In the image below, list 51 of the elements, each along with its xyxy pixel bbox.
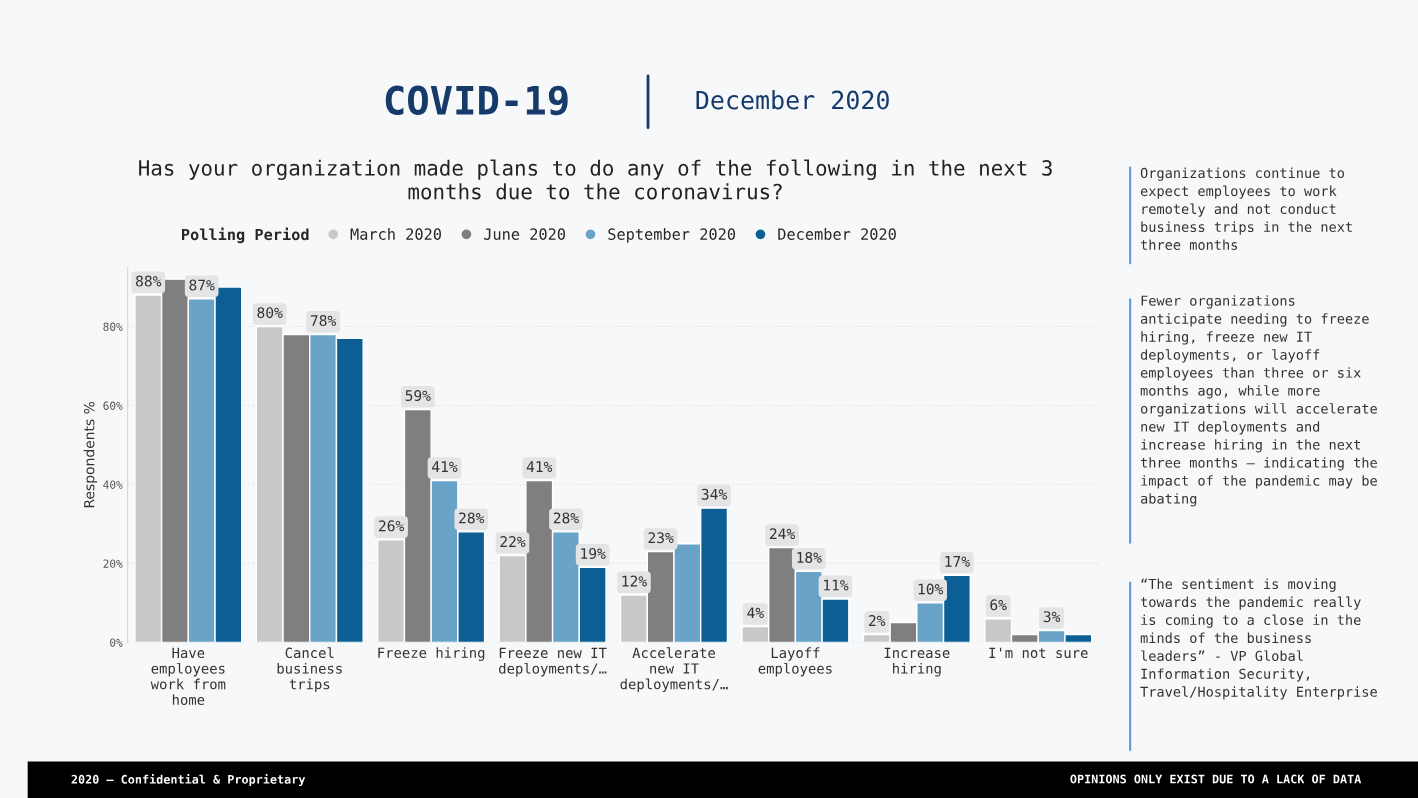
data-label: 11% (824, 579, 849, 591)
text: Fewer organizations anticipate needing to freeze hiring, freeze new IT deployments, or layoff employees than three or six months ago, while more organizations will accelerate new IT deployments and increase hiring in the next three months – indicating the impact of the pandemic may be abating (1140, 295, 1377, 507)
data-label: 2% (869, 615, 886, 626)
data-label: 59% (405, 390, 431, 402)
x-tick-label: Increase hiring (884, 647, 950, 677)
y-tick-label: 40% (103, 480, 123, 489)
data-label: 34% (701, 488, 727, 500)
data-label: 26% (379, 520, 405, 532)
text: Organizations continue to expect employees to work remotely and not conduct business trips in the next three months (1140, 167, 1352, 250)
data-label: 28% (459, 512, 485, 524)
x-tick-label: Have employees work from home (150, 647, 226, 705)
data-label: 87% (189, 279, 215, 291)
data-label: 22% (500, 536, 526, 547)
data-label: 24% (769, 528, 795, 540)
data-label: 78% (310, 315, 337, 327)
x-tick-label: Accelerate new IT deployments/… (620, 647, 728, 693)
data-label: 41% (526, 461, 553, 472)
data-label: 88% (136, 275, 162, 287)
y-tick-label: 0% (110, 638, 123, 647)
chart-title: COVID-19 (385, 85, 568, 116)
y-axis-title: Respondents % (83, 401, 98, 508)
chart-subtitle: December 2020 (696, 90, 889, 110)
y-tick-label: 20% (103, 559, 123, 568)
data-label: 19% (581, 547, 606, 559)
text: OPINIONS ONLY EXIST DUE TO A LACK OF DATA (1070, 774, 1362, 784)
data-label: 3% (1043, 611, 1061, 623)
legend-label: March 2020 (350, 228, 441, 240)
x-tick-label: I'm not sure (989, 647, 1088, 659)
legend-title: Polling Period (182, 227, 309, 244)
y-tick-label: 60% (103, 401, 123, 410)
data-label: 28% (553, 512, 579, 524)
x-tick-label: Freeze new IT deployments/… (499, 647, 607, 677)
data-label: 4% (747, 607, 764, 619)
data-label: 41% (432, 461, 458, 472)
text: 2020 – Confidential & Proprietary (71, 774, 306, 787)
legend-label: June 2020 (484, 228, 566, 240)
x-tick-label: Layoff employees (758, 647, 832, 677)
data-label: 18% (797, 551, 822, 563)
data-label: 23% (648, 532, 674, 544)
data-label: 10% (918, 583, 944, 595)
data-label: 6% (990, 599, 1007, 611)
text: “The sentiment is moving towards the pandemic really is coming to a close in the minds of the business leaders” - VP Global Information Security, Travel/Hospitality Enterprise (1140, 578, 1377, 700)
y-tick-label: 80% (103, 322, 123, 331)
text: Has your organization made plans to do any of the following in the next 3 months due to the coronavirus? (139, 159, 1052, 200)
data-label: 17% (945, 556, 970, 567)
data-label: 80% (257, 307, 283, 319)
data-label: 12% (622, 575, 647, 587)
legend-label: December 2020 (778, 228, 896, 240)
legend-label: September 2020 (608, 228, 736, 243)
x-tick-label: Cancel business trips (277, 647, 342, 693)
x-tick-label: Freeze hiring (378, 647, 485, 661)
